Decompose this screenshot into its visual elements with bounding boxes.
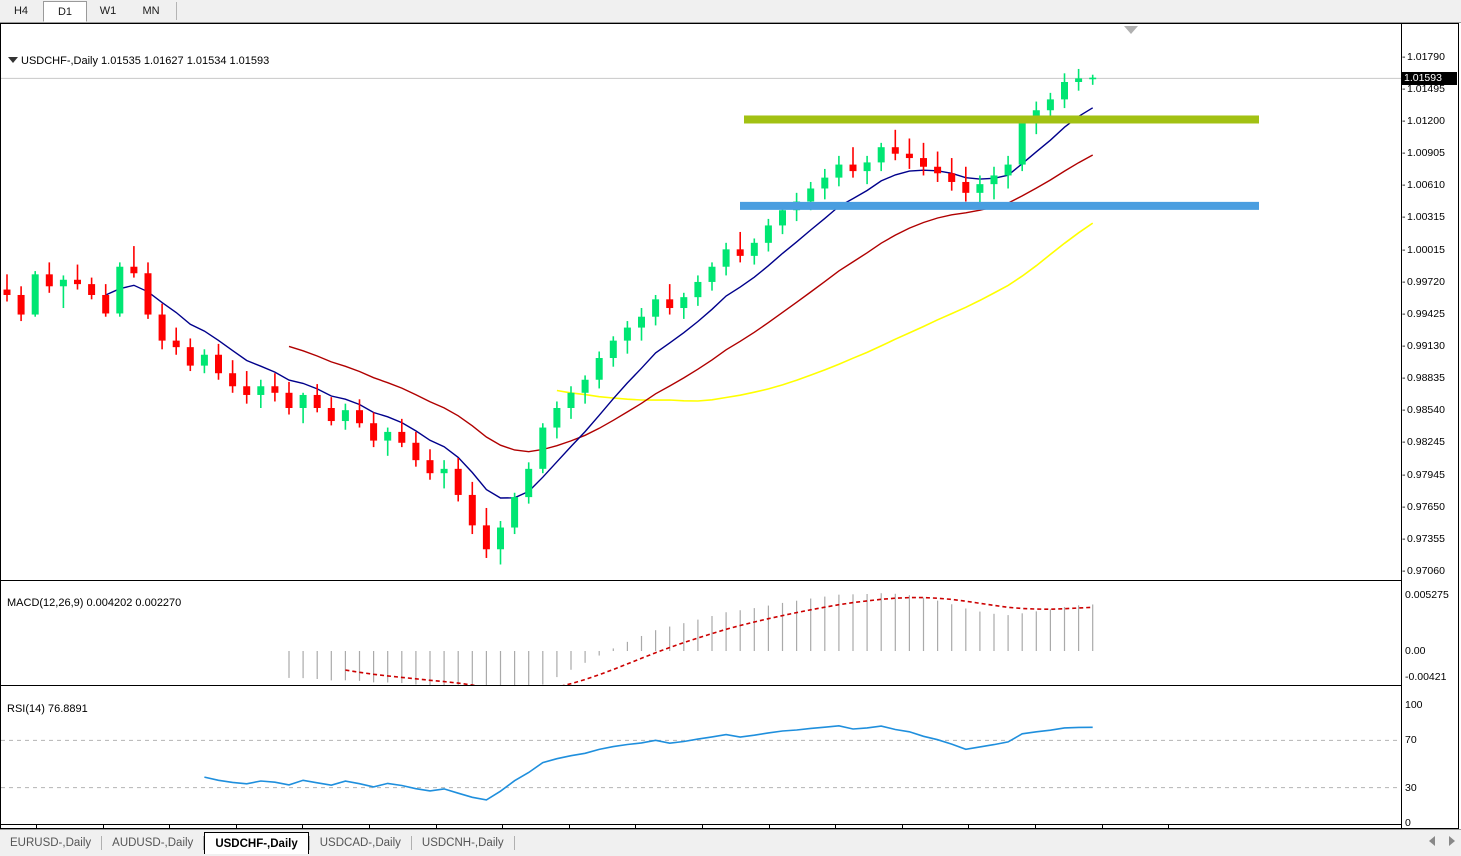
tab-divider: [101, 836, 103, 850]
chart-tab-eurusd[interactable]: EURUSD-,Daily: [10, 837, 92, 849]
chart-frame[interactable]: USDCHF-,Daily 1.01535 1.01627 1.01534 1.…: [0, 23, 1459, 841]
rsi-axis-tick: 30: [1405, 782, 1417, 794]
timeframe-button-h4[interactable]: H4: [13, 5, 29, 17]
tab-divider: [203, 836, 205, 850]
toolbar-divider: [176, 2, 177, 20]
price-axis-tick: -1.01790: [1402, 51, 1445, 63]
price-axis-tick: -0.98245: [1402, 436, 1445, 449]
date-axis-tick-mark: [369, 825, 370, 829]
price-axis-tick: -0.99130: [1402, 340, 1445, 353]
price-chart-canvas[interactable]: [1, 24, 1401, 580]
object-marker-icon[interactable]: [1124, 26, 1138, 34]
price-axis-tick: -0.98540: [1402, 404, 1445, 417]
pane-divider-rsi: [1, 685, 1458, 686]
price-axis-tick: -0.97355: [1402, 532, 1445, 545]
tab-divider: [410, 836, 412, 850]
date-axis-tick-mark: [235, 825, 237, 829]
timeframe-button-mn[interactable]: MN: [142, 5, 160, 17]
price-axis-tick: -0.97650: [1402, 500, 1445, 513]
chart-tabs-bar: EURUSD-,Daily AUDUSD-,Daily USDCHF-,Daily U…: [0, 829, 1461, 856]
tab-divider: [308, 836, 310, 850]
date-axis-tick-mark: [768, 825, 770, 829]
macd-axis-tick: -0.00421: [1405, 671, 1447, 683]
date-axis-tick-mark: [169, 825, 171, 829]
date-axis-tick-mark: [1101, 825, 1103, 829]
rsi-axis-tick: 0: [1405, 817, 1411, 829]
date-axis-tick-mark: [435, 825, 437, 829]
date-axis-tick-mark: [36, 825, 37, 829]
date-axis-tick-mark: [1168, 825, 1170, 829]
date-axis-tick-mark: [1035, 825, 1036, 829]
rsi-pane[interactable]: [1, 686, 1401, 824]
price-axis-tick: -1.00610: [1402, 179, 1445, 192]
date-axis-tick-mark: [702, 825, 703, 829]
timeframe-button-d1[interactable]: D1: [43, 1, 87, 22]
price-axis-tick: -1.00315: [1402, 211, 1445, 224]
date-axis-tick-mark: [901, 825, 903, 829]
date-axis-tick-mark: [635, 825, 637, 829]
price-axis-tick: -1.00905: [1402, 147, 1445, 160]
chart-tab-audusd[interactable]: AUDUSD-,Daily: [112, 837, 194, 849]
scroll-right-icon[interactable]: [1449, 836, 1455, 846]
current-price-tag: 1.01593: [1401, 72, 1457, 86]
macd-indicator-label: MACD(12,26,9) 0.004202 0.002270: [7, 597, 182, 609]
price-axis-tick: -1.01200: [1402, 115, 1445, 128]
chart-tab-usdchf[interactable]: USDCHF-,Daily: [204, 832, 309, 854]
date-axis-tick-mark: [502, 825, 504, 829]
scroll-left-icon[interactable]: [1429, 836, 1435, 846]
date-axis-tick-mark: [968, 825, 970, 829]
tab-scroll-buttons[interactable]: [1429, 836, 1455, 846]
macd-pane[interactable]: [1, 581, 1401, 685]
chart-tab-usdcnh[interactable]: USDCNH-,Daily: [421, 837, 504, 849]
symbol-ohlc-label: USDCHF-,Daily 1.01535 1.01627 1.01534 1.…: [21, 55, 270, 67]
rsi-indicator-label: RSI(14) 76.8891: [7, 703, 88, 715]
pane-divider-macd: [1, 580, 1458, 581]
price-axis-tick: -1.00015: [1402, 243, 1445, 256]
macd-chart-canvas[interactable]: [1, 581, 1401, 685]
timeframe-toolbar: H4 D1 W1 MN: [0, 0, 1461, 23]
date-axis-tick-mark: [835, 825, 837, 829]
price-axis-tick: -1.01495: [1402, 83, 1445, 96]
rsi-chart-canvas[interactable]: [1, 686, 1401, 824]
date-axis-tick-mark: [302, 825, 304, 829]
tab-divider: [513, 836, 515, 850]
price-axis-tick: -0.99425: [1402, 308, 1445, 320]
price-axis[interactable]: -1.01790 -1.01495 -1.01200 -1.00905 -1.00610…: [1401, 24, 1458, 829]
price-axis-tick: -0.98835: [1402, 372, 1445, 385]
price-pane[interactable]: [1, 24, 1401, 580]
chart-tab-usdcad[interactable]: USDCAD-,Daily: [319, 837, 401, 849]
date-axis-tick-mark: [568, 825, 570, 829]
macd-axis-tick: 0.005275: [1405, 589, 1449, 601]
rsi-axis-tick: 70: [1405, 734, 1417, 746]
symbol-collapse-icon[interactable]: [8, 57, 18, 63]
date-axis-tick-mark: [102, 825, 104, 829]
price-axis-tick: -0.97945: [1402, 468, 1445, 481]
rsi-axis-tick: 100: [1405, 699, 1423, 711]
macd-axis-tick: 0.00: [1405, 645, 1426, 657]
price-axis-tick: -0.97060: [1402, 565, 1445, 577]
price-axis-tick: -0.99720: [1402, 275, 1445, 288]
timeframe-button-w1[interactable]: W1: [99, 5, 117, 17]
